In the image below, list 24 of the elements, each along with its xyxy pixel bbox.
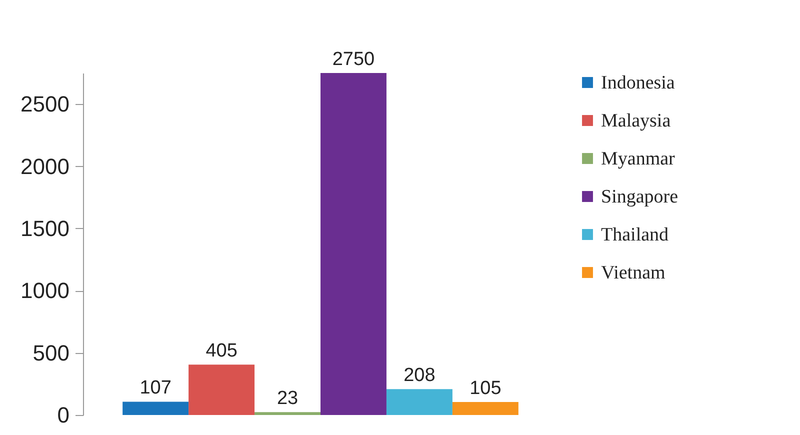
data-label: 405 <box>206 340 238 362</box>
legend-label: Singapore <box>601 186 678 208</box>
y-tick-label: 1500 <box>20 216 70 241</box>
legend-label: Thailand <box>601 224 670 246</box>
y-tick-label: 500 <box>32 340 70 366</box>
data-label: 105 <box>470 378 502 399</box>
bar <box>122 402 189 415</box>
legend-label: Malaysia <box>601 110 672 132</box>
y-tick-label: 1000 <box>20 278 70 304</box>
data-label: 2750 <box>332 49 375 70</box>
legend-label: Vietnam <box>601 262 666 284</box>
bar <box>386 389 452 415</box>
legend-label: Myanmar <box>601 148 676 170</box>
y-tick-label: 2000 <box>20 154 70 179</box>
y-tick-label: 2500 <box>20 92 70 117</box>
data-label: 107 <box>140 378 172 399</box>
data-label: 23 <box>276 388 298 410</box>
bar <box>452 402 518 415</box>
data-label: 208 <box>404 365 436 386</box>
bar <box>188 364 255 415</box>
y-tick-label: 0 <box>57 402 70 428</box>
legend-label: Indonesia <box>601 72 676 94</box>
bar <box>320 73 386 415</box>
bar <box>254 412 320 415</box>
